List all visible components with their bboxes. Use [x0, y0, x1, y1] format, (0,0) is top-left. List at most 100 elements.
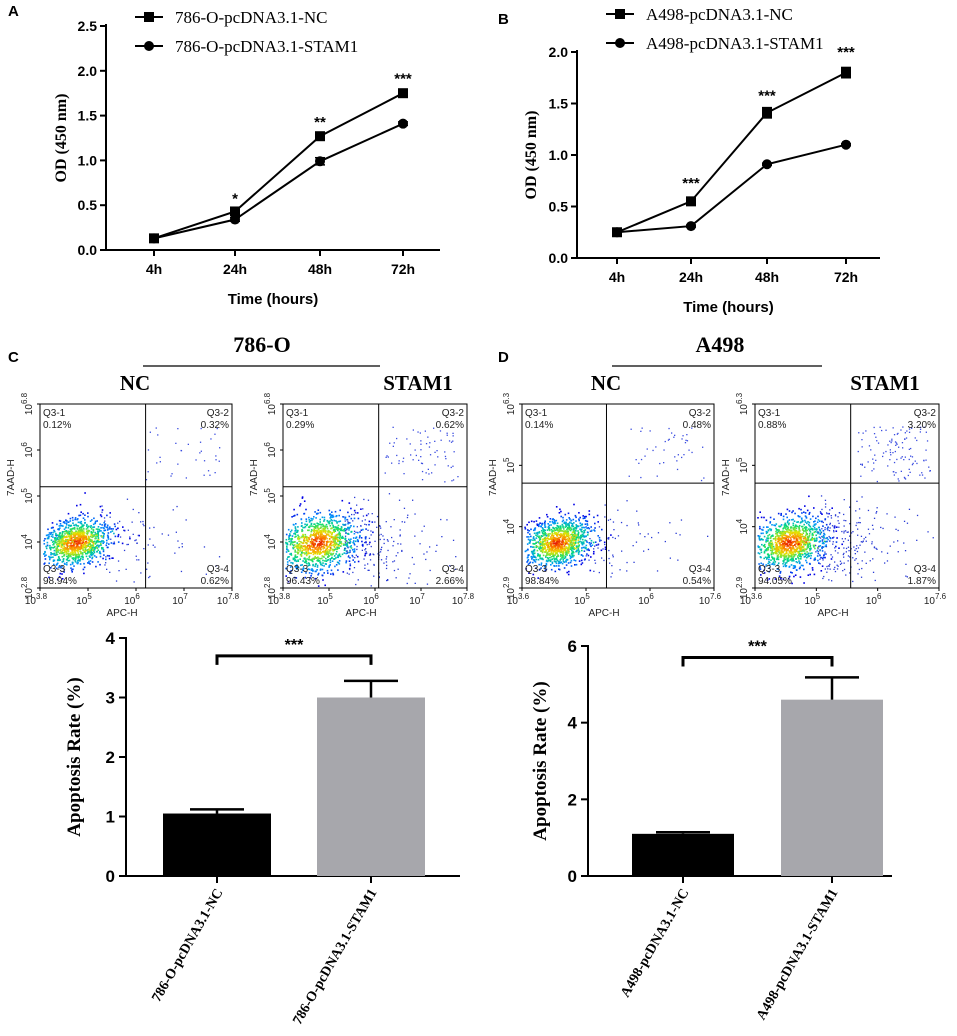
data-point-circle	[762, 159, 772, 170]
flow-y-axis-label: 7AAD-H	[249, 459, 260, 496]
quadrant-value: 0.62%	[201, 576, 229, 587]
tick-base: 10	[267, 538, 278, 550]
significance-marker: ***	[837, 44, 855, 61]
quadrant-label: Q3-1	[43, 408, 66, 419]
tick-base: 10	[24, 538, 35, 550]
tick-exponent: 6	[877, 592, 882, 601]
significance-bracket	[681, 656, 834, 667]
bar-chart-C: 0 1 2 3 4 Apoptosis Rate (%) 786-O-pcDNA3.1-NC…	[64, 629, 460, 1027]
quadrant-value: 96.43%	[286, 576, 320, 587]
tick-base: 10	[506, 404, 517, 416]
flow-y-tick-label: 104	[263, 534, 278, 550]
series-line	[153, 92, 404, 240]
flow-x-tick-label: 103.8	[25, 592, 48, 607]
tick-base: 10	[268, 596, 280, 607]
flow-y-tick-label: 106	[263, 442, 278, 458]
tick-base: 10	[76, 596, 88, 607]
flow-plot-title: NC	[120, 371, 150, 395]
quadrant-value: 2.66%	[436, 576, 464, 587]
tick-exponent: 6	[135, 592, 140, 601]
quadrant-label: Q3-3	[758, 564, 781, 575]
tick-exponent: 7.8	[228, 592, 240, 601]
flow-plot-C-stam1: STAM1 Q3-10.29% Q3-20.62% Q3-396.43% Q3-42.6…	[249, 371, 475, 619]
data-point-circle	[398, 118, 408, 129]
flow-y-tick-label: 104	[735, 518, 750, 534]
tick-exponent: 5	[735, 457, 744, 462]
y-axis-label: Apoptosis Rate (%)	[530, 681, 551, 840]
quadrant-label: Q3-4	[442, 564, 465, 575]
x-axis-label: Time (hours)	[683, 299, 774, 316]
flow-x-axis-label: APC-H	[106, 608, 137, 619]
legend-marker	[144, 41, 154, 51]
flow-y-tick-label: 106.3	[735, 392, 750, 415]
flow-plot-title: STAM1	[850, 371, 920, 395]
tick-base: 10	[409, 596, 421, 607]
tick-exponent: 2.9	[735, 576, 744, 588]
x-tick-label: 4h	[609, 269, 625, 285]
y-tick-label: 0.0	[78, 242, 98, 258]
tick-base: 10	[267, 492, 278, 504]
legend-label: 786-O-pcDNA3.1-STAM1	[175, 37, 358, 56]
flow-dots	[43, 427, 221, 583]
bar	[632, 833, 734, 876]
data-point-square	[315, 131, 325, 142]
significance-marker: ***	[285, 637, 304, 654]
y-tick-label: 2.0	[78, 63, 98, 79]
significance-marker: ***	[394, 70, 412, 87]
y-tick-label: 0.5	[78, 197, 98, 213]
x-tick-label: 786-O-pcDNA3.1-STAM1	[290, 887, 380, 1028]
tick-base: 10	[172, 596, 184, 607]
tick-exponent: 5	[502, 457, 511, 462]
tick-exponent: 4	[263, 534, 272, 539]
quadrant-label: Q3-1	[525, 408, 548, 419]
quadrant-value: 0.32%	[201, 420, 229, 431]
tick-base: 10	[24, 446, 35, 458]
significance-marker: ***	[682, 175, 700, 192]
data-point-circle	[686, 221, 696, 232]
tick-exponent: 6.8	[20, 392, 29, 404]
x-tick-label: 24h	[223, 261, 247, 277]
tick-base: 10	[25, 596, 37, 607]
significance-marker: ***	[758, 87, 776, 104]
flow-plot-C-nc: NC Q3-10.12% Q3-20.32% Q3-398.94% Q3-40.62% 1…	[6, 371, 240, 619]
tick-base: 10	[699, 596, 711, 607]
tick-base: 10	[507, 596, 519, 607]
quadrant-label: Q3-3	[43, 564, 66, 575]
quadrant-value: 0.29%	[286, 420, 314, 431]
flow-dots	[285, 426, 459, 587]
data-point-square	[841, 67, 851, 78]
flow-y-tick-label: 102.8	[263, 576, 278, 599]
series-line	[616, 143, 847, 234]
flow-x-tick-label: 107	[409, 592, 425, 607]
tick-exponent: 5	[328, 592, 333, 601]
tick-exponent: 6	[374, 592, 379, 601]
flow-y-tick-label: 106.3	[502, 392, 517, 415]
tick-base: 10	[24, 588, 35, 600]
flow-plot-frame	[521, 403, 715, 589]
tick-base: 10	[24, 492, 35, 504]
quadrant-label: Q3-4	[207, 564, 230, 575]
flow-x-tick-label: 103.6	[740, 592, 763, 607]
significance-marker: **	[314, 114, 326, 131]
flow-y-tick-label: 104	[502, 518, 517, 534]
y-axis-label: OD (450 nm)	[53, 94, 70, 183]
tick-base: 10	[506, 588, 517, 600]
quadrant-value: 3.20%	[908, 420, 936, 431]
flow-x-tick-label: 103.8	[268, 592, 291, 607]
y-tick-label: 6	[568, 637, 577, 656]
quadrant-value: 0.48%	[683, 420, 711, 431]
flow-y-tick-label: 105	[502, 457, 517, 473]
tick-exponent: 4	[20, 534, 29, 539]
panel-header-D: D A498	[498, 332, 822, 367]
tick-base: 10	[217, 596, 229, 607]
x-tick-label: 24h	[679, 269, 703, 285]
tick-base: 10	[805, 596, 817, 607]
tick-base: 10	[740, 596, 752, 607]
flow-x-tick-label: 106	[363, 592, 379, 607]
line-chart-A: A 0.0 0.5 1.0 1.5 2.0 2.5 4h 24h 48h 72h Time (hour…	[8, 3, 440, 308]
y-tick-label: 3	[106, 689, 115, 708]
data-point-square	[230, 206, 240, 217]
panel-label: B	[498, 11, 509, 28]
quadrant-value: 98.94%	[43, 576, 77, 587]
tick-base: 10	[739, 588, 750, 600]
